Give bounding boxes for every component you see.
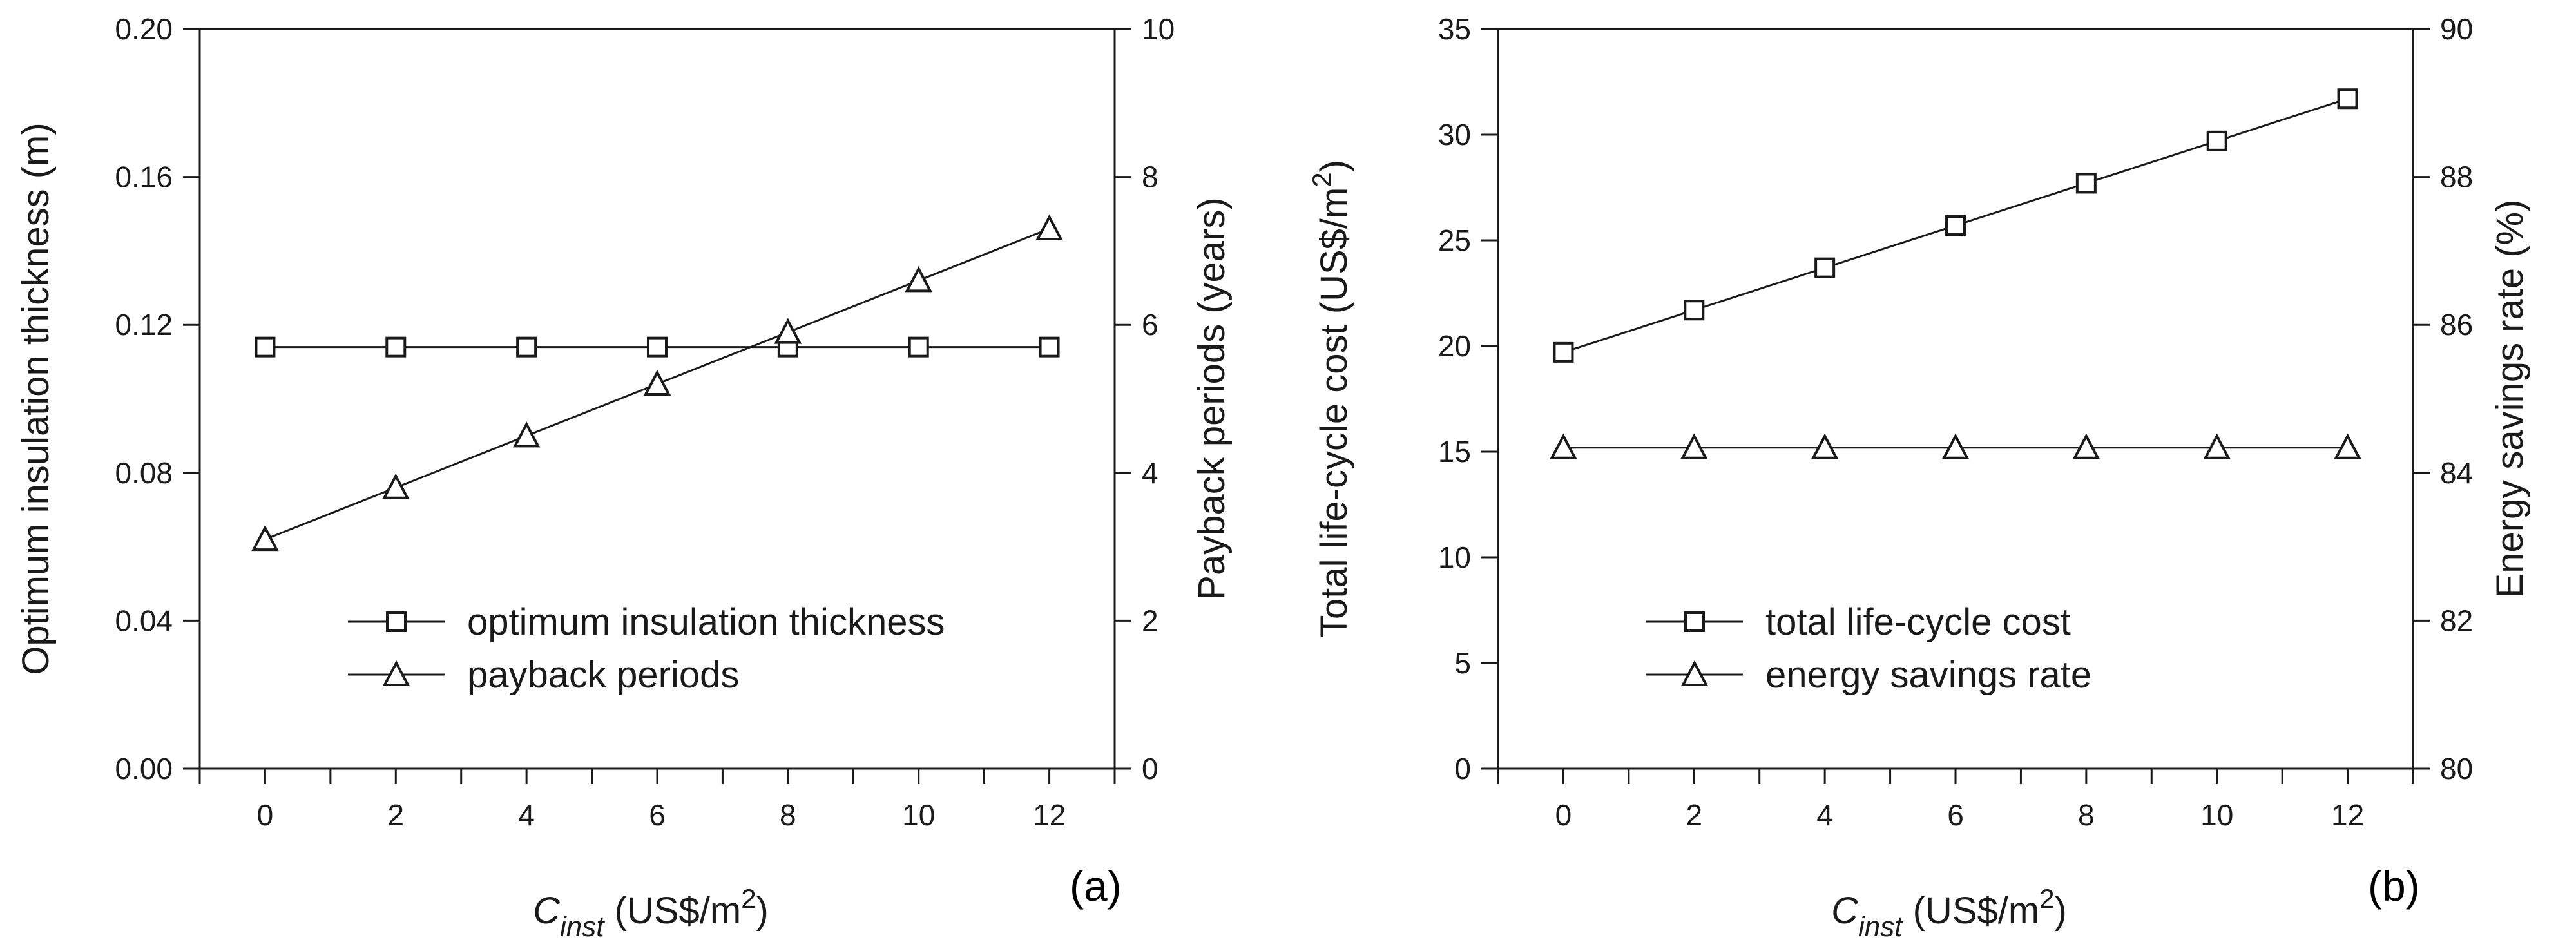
x-tick-label: 10	[902, 798, 935, 832]
y-right-tick-label: 10	[1142, 12, 1175, 46]
x-tick-label: 0	[257, 798, 274, 832]
y-left-tick-label: 10	[1438, 541, 1471, 574]
chart-panel-b: 0 2 4 6 8 10 12 0 5 10 15 20 25 30 35 80 82 84 86 88 90 total…	[1307, 12, 2531, 943]
data-point	[1814, 257, 1836, 278]
legend-label: energy savings rate	[1765, 654, 2091, 696]
panel-label: (b)	[2368, 862, 2420, 910]
y-right-tick-label: 0	[1142, 752, 1158, 785]
y-right-tick-label: 8	[1142, 160, 1158, 194]
y-right-tick-label: 80	[2440, 752, 2473, 785]
data-point	[385, 336, 407, 358]
legend-marker	[1684, 611, 1705, 632]
data-point	[2206, 130, 2227, 151]
data-point	[512, 421, 541, 448]
data-point	[255, 336, 276, 358]
x-tick-label: 6	[649, 798, 666, 832]
y-right-tick-label: 4	[1142, 456, 1158, 490]
y-right-tick-label: 6	[1142, 308, 1158, 341]
x-tick-label: 10	[2200, 798, 2233, 832]
y-right-tick-label: 82	[2440, 604, 2473, 637]
data-point	[774, 318, 802, 344]
data-point	[381, 473, 410, 499]
data-point	[2334, 433, 2361, 459]
y-left-tick-label: 0.08	[115, 456, 173, 490]
legend-marker	[386, 611, 407, 632]
x-axis-title: Cinst (US$/m2)	[1831, 883, 2067, 943]
y-left-tick-label: 0.00	[115, 752, 173, 785]
legend-label: total life-cycle cost	[1765, 601, 2071, 643]
data-point	[2203, 433, 2231, 459]
data-point	[2072, 433, 2100, 459]
legend-marker	[382, 660, 410, 686]
x-tick-label: 2	[1686, 798, 1702, 832]
y-right-tick-label: 84	[2440, 456, 2473, 490]
y-right-axis-title: Energy savings rate (%)	[2489, 200, 2531, 599]
y-left-tick-label: 15	[1438, 435, 1471, 468]
legend-marker	[1680, 660, 1709, 686]
data-point	[647, 336, 668, 358]
x-tick-label: 12	[2331, 798, 2364, 832]
legend-label: payback periods	[467, 654, 739, 696]
data-point	[1945, 215, 1966, 236]
data-point	[1811, 433, 1839, 459]
data-point	[905, 266, 933, 293]
y-left-tick-label: 0.16	[115, 160, 173, 194]
data-point	[643, 369, 671, 396]
data-point	[1684, 300, 1705, 321]
data-point	[2337, 88, 2358, 110]
y-right-tick-label: 2	[1142, 604, 1158, 637]
data-point	[1550, 433, 1577, 459]
y-left-tick-label: 0.20	[115, 12, 173, 46]
panel-label: (a)	[1070, 862, 1122, 910]
chart-panel-a: 0 2 4 6 8 10 12 0.00 0.04 0.08 0.12 0.16 0.20 0 2 4 6 8 10…	[15, 12, 1233, 943]
x-tick-label: 8	[2078, 798, 2095, 832]
x-tick-label: 2	[387, 798, 404, 832]
data-point	[1035, 214, 1063, 240]
y-left-tick-label: 0	[1454, 752, 1471, 785]
x-tick-label: 0	[1555, 798, 1572, 832]
x-tick-label: 8	[780, 798, 796, 832]
y-left-tick-label: 0.12	[115, 308, 173, 341]
y-left-tick-label: 5	[1454, 646, 1471, 680]
y-left-tick-label: 30	[1438, 118, 1471, 151]
data-point	[1941, 433, 1970, 459]
data-point	[1039, 336, 1060, 358]
y-left-tick-label: 25	[1438, 224, 1471, 257]
y-left-axis-title: Total life-cycle cost (US$/m2)	[1307, 160, 1355, 638]
data-point	[251, 524, 279, 552]
data-point	[908, 336, 929, 358]
y-right-tick-label: 88	[2440, 160, 2473, 194]
x-tick-label: 4	[1816, 798, 1833, 832]
data-point	[516, 336, 537, 358]
y-right-axis-title: Payback periods (years)	[1191, 197, 1233, 600]
x-tick-label: 6	[1947, 798, 1964, 832]
data-point	[1553, 341, 1574, 363]
data-point	[1680, 433, 1708, 459]
x-axis-title: Cinst (US$/m2)	[533, 883, 769, 943]
x-tick-label: 12	[1033, 798, 1066, 832]
y-right-tick-label: 90	[2440, 12, 2473, 46]
data-point	[2075, 173, 2097, 194]
legend-label: optimum insulation thickness	[467, 601, 945, 643]
y-left-tick-label: 0.04	[115, 604, 173, 637]
y-left-tick-label: 35	[1438, 12, 1471, 46]
y-right-tick-label: 86	[2440, 308, 2473, 341]
y-left-axis-title: Optimum insulation thickness (m)	[15, 122, 57, 675]
x-tick-label: 4	[518, 798, 535, 832]
y-left-tick-label: 20	[1438, 329, 1471, 363]
